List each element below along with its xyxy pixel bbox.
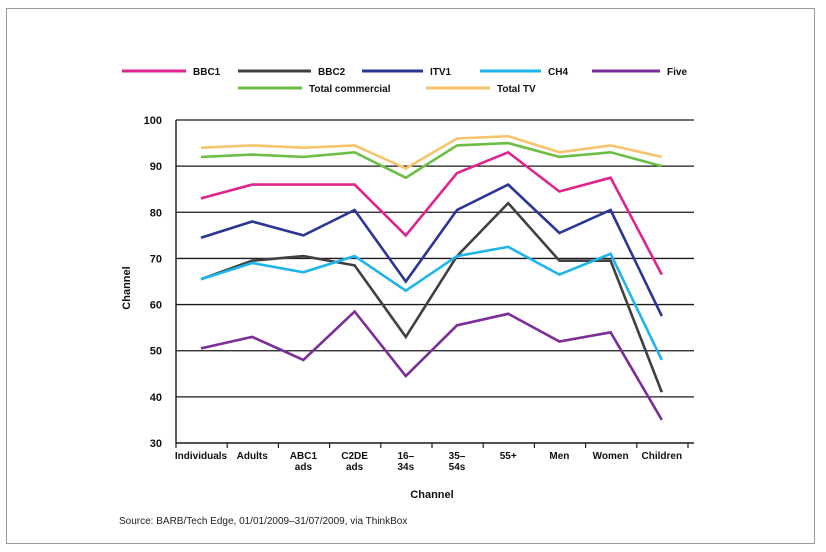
y-tick-label-30: 30	[150, 438, 162, 450]
axes: 30 40 50 60 70 80 90 100 Individuals Adults ABC1 ad…	[144, 115, 694, 473]
series-line-bbc1	[200, 150, 663, 276]
legend-label-ch4: CH4	[548, 67, 568, 78]
series-line-five	[200, 309, 663, 421]
y-tick-label-90: 90	[150, 161, 162, 173]
series-line-total-tv	[200, 134, 663, 170]
y-tick-label-70: 70	[150, 253, 162, 265]
x-tick-label: ABC1 ads	[290, 451, 318, 473]
grid	[176, 119, 694, 398]
legend-label-bbc1: BBC1	[193, 67, 221, 78]
legend-label-total-tv: Total TV	[497, 84, 536, 95]
legend-label-five: Five	[667, 67, 687, 78]
legend-label-bbc2: BBC2	[318, 67, 346, 78]
x-tick-label: Men	[549, 451, 569, 462]
x-tick-label: Adults	[237, 451, 269, 462]
series-group	[200, 134, 664, 421]
x-tick-label: Individuals	[175, 451, 228, 462]
x-tick-label: Children	[642, 451, 683, 462]
y-tick-label-50: 50	[150, 346, 162, 358]
y-tick-label-60: 60	[150, 300, 162, 312]
series-line-itv1	[200, 183, 663, 317]
x-tick-label: 16– 34s	[397, 451, 414, 473]
x-tick-label: 55+	[500, 451, 517, 462]
y-axis-title: Channel	[121, 266, 133, 309]
legend-label-itv1: ITV1	[430, 67, 452, 78]
series-line-total-commercial	[200, 141, 663, 180]
x-axis-title: Channel	[410, 489, 453, 501]
series-line-ch4	[200, 245, 663, 361]
source-note: Source: BARB/Tech Edge, 01/01/2009–31/07…	[119, 516, 408, 527]
series-line-bbc2	[200, 201, 664, 393]
x-tick-label: 35– 54s	[449, 451, 466, 473]
legend: BBC1 BBC2 ITV1 CH4 Five Total commercial Total…	[122, 67, 687, 95]
y-tick-label-40: 40	[150, 392, 162, 404]
legend-label-total-commercial: Total commercial	[309, 84, 391, 95]
y-tick-label-100: 100	[144, 115, 162, 127]
x-tick-label: Women	[593, 451, 629, 462]
x-tick-label: C2DE ads	[341, 451, 368, 473]
y-tick-label-80: 80	[150, 207, 162, 219]
